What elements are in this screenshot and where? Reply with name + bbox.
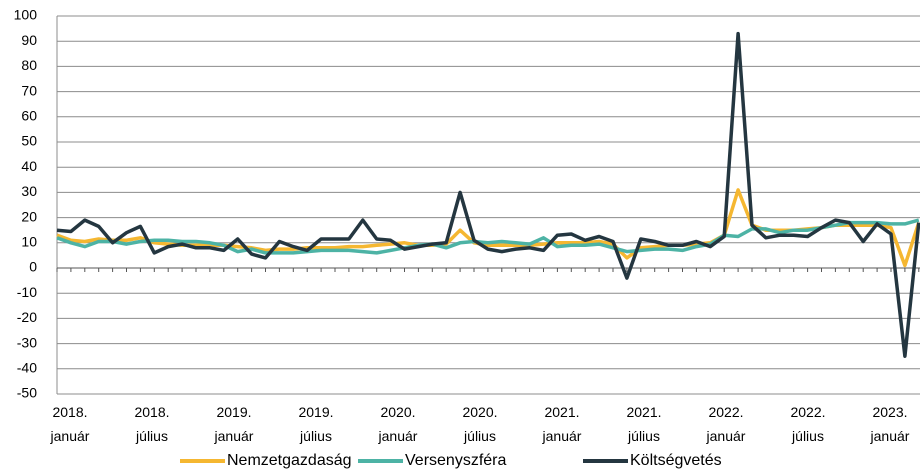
x-tick-label: 2019. január [214, 404, 254, 444]
legend-label: Költségvetés [630, 452, 722, 469]
y-tick-label: -40 [17, 360, 37, 376]
x-tick-label: 2021. július [626, 404, 661, 444]
y-tick-label: 30 [21, 183, 37, 199]
series-line [56, 188, 920, 268]
y-tick-label: 90 [21, 32, 37, 48]
y-tick-label: 70 [21, 82, 37, 98]
x-tick-label: 2020. január [378, 404, 418, 444]
y-tick-label: 80 [21, 57, 37, 73]
y-tick-label: 10 [21, 234, 37, 250]
y-tick-label: 50 [21, 133, 37, 149]
y-tick-label: 60 [21, 108, 37, 124]
y-tick-label: -50 [17, 385, 37, 401]
x-tick-label: 2019. július [298, 404, 333, 444]
series-line [56, 31, 920, 358]
x-tick-label: 2022. július [790, 404, 825, 444]
y-tick-label: 0 [29, 259, 37, 275]
y-tick-label: -10 [17, 284, 37, 300]
legend-label: Versenyszféra [405, 452, 506, 469]
x-tick-label: 2023. január [870, 404, 910, 444]
x-tick-label: 2020. július [462, 404, 497, 444]
y-tick-label: 20 [21, 208, 37, 224]
series-line [56, 218, 920, 255]
y-tick-label: -20 [17, 309, 37, 325]
y-tick-label: -30 [17, 334, 37, 350]
x-tick-label: 2018. július [134, 404, 169, 444]
y-tick-label: 40 [21, 158, 37, 174]
x-tick-label: 2022. január [706, 404, 746, 444]
y-tick-label: 100 [14, 7, 38, 23]
x-tick-label: 2018. január [50, 404, 90, 444]
x-tick-label: 2021. január [542, 404, 582, 444]
legend-label: Nemzetgazdaság [227, 452, 352, 469]
